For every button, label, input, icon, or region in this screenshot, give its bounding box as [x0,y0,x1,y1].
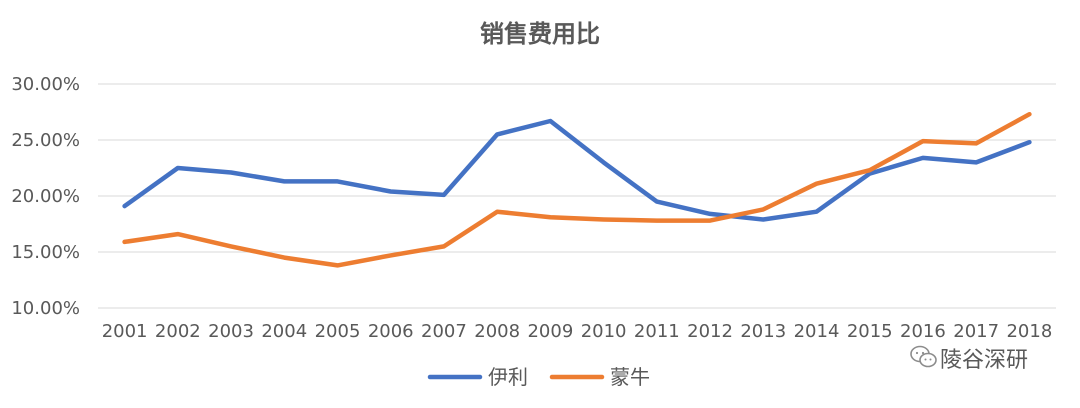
gridlines [98,83,1056,309]
x-tick-label: 2014 [794,321,840,342]
x-tick-label: 2018 [1006,321,1052,342]
series-line-1 [122,111,1032,268]
series-line-0 [122,118,1032,222]
x-tick-label: 2012 [687,321,733,342]
x-tick-label: 2011 [634,321,680,342]
watermark-text: 陵谷深研 [940,348,1028,373]
x-tick-label: 2004 [261,321,307,342]
y-tick-label: 20.00% [11,186,80,207]
x-tick-label: 2006 [368,321,414,342]
x-axis-ticks: 2001 2002 2003 2004 2005 2006 2007 2008 2009 2010… [102,321,1053,342]
x-tick-label: 2009 [527,321,573,342]
chart-title: 销售费用比 [480,20,600,48]
x-tick-label: 2015 [847,321,893,342]
x-tick-label: 2017 [953,321,999,342]
y-tick-label: 15.00% [11,242,80,263]
x-tick-label: 2010 [581,321,627,342]
y-tick-label: 25.00% [11,130,80,151]
y-tick-label: 10.00% [11,298,80,319]
x-tick-label: 2013 [740,321,786,342]
legend: 伊利 蒙牛 [427,365,650,389]
x-tick-label: 2001 [102,321,148,342]
legend-label: 蒙牛 [610,365,650,389]
y-tick-label: 30.00% [11,74,80,95]
legend-label: 伊利 [488,365,528,389]
watermark: 陵谷深研 [910,345,1028,373]
wechat-icon [910,345,937,368]
y-axis-ticks: 10.00% 15.00% 20.00% 25.00% 30.00% [11,74,80,319]
series-lines [122,111,1032,268]
x-tick-label: 2016 [900,321,946,342]
x-tick-label: 2007 [421,321,467,342]
x-tick-label: 2008 [474,321,520,342]
x-tick-label: 2003 [208,321,254,342]
x-tick-label: 2002 [155,321,201,342]
x-tick-label: 2005 [315,321,361,342]
